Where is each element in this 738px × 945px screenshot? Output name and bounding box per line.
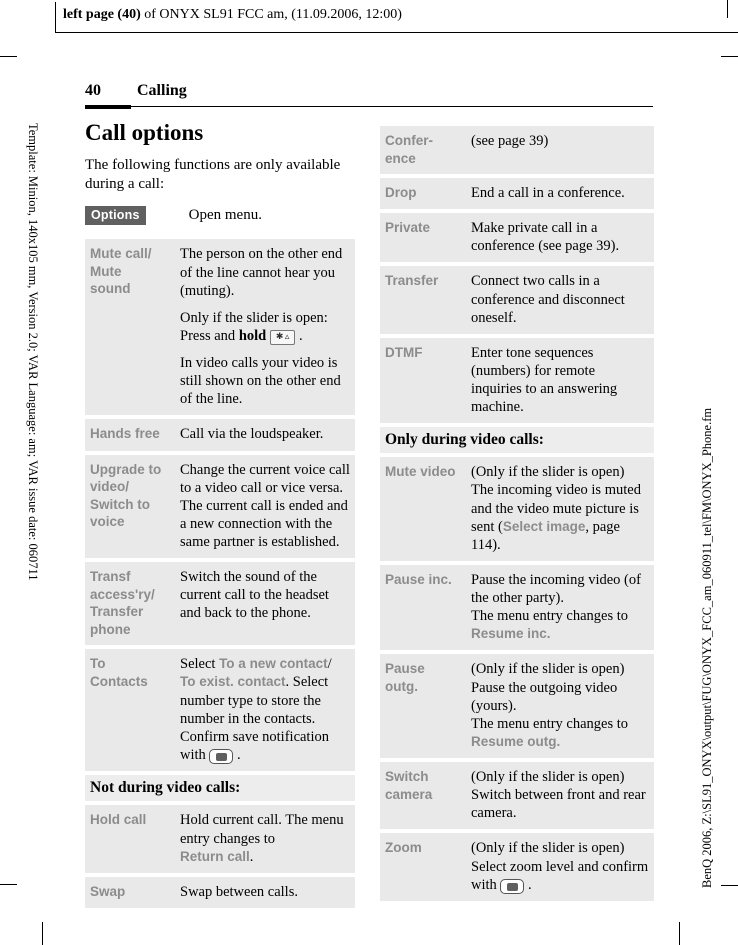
- table-row: Transf access'ry/ Transfer phone Switch t…: [85, 562, 355, 646]
- table-row: Mute video (Only if the slider is open) T…: [380, 457, 654, 561]
- softkey-action-text: Open menu.: [188, 207, 262, 224]
- softkey-instruction: Options Open menu.: [85, 206, 355, 226]
- menu-item-name: Resume inc.: [471, 626, 551, 642]
- table-row: Drop End a call in a conference.: [380, 178, 654, 210]
- table-row: Zoom (Only if the slider is open) Select …: [380, 833, 654, 902]
- row-description: Change the current voice call to a video…: [180, 461, 350, 551]
- row-label: Upgrade to video/ Switch to voice: [90, 461, 162, 530]
- table-row: Hands free Call via the loudspeaker.: [85, 419, 355, 451]
- row-description: Pause the incoming video (of the other p…: [471, 571, 641, 642]
- menu-item-name: Resume outg.: [471, 733, 561, 749]
- page-header: 40 Calling: [85, 82, 653, 110]
- row-label: To Contacts: [90, 656, 148, 689]
- row-description: Connect two calls in a conference and di…: [471, 273, 625, 326]
- options-softkey: Options: [85, 206, 146, 226]
- crop-mark-bottom-right-vertical: [679, 922, 680, 945]
- row-label: Switch camera: [385, 769, 433, 802]
- table-row: Mute call/ Mute sound The person on the o…: [85, 239, 355, 416]
- menu-item-name: Return call: [180, 848, 250, 864]
- row-description: (Only if the slider is open) The incomin…: [471, 464, 641, 553]
- table-row: Private Make private call in a conference…: [380, 213, 654, 263]
- row-label: Private: [385, 220, 431, 236]
- table-row: Swap Swap between calls.: [85, 876, 355, 908]
- row-label: DTMF: [385, 344, 423, 360]
- row-description: End a call in a conference.: [471, 185, 625, 202]
- row-label: Drop: [385, 185, 417, 201]
- crop-mark-left-horizontal: [0, 56, 17, 57]
- crop-mark-bottom-left-horizontal: [0, 884, 17, 885]
- crop-mark-right-horizontal: [721, 56, 738, 57]
- section-title: Call options: [85, 120, 204, 145]
- table-section-header: Only during video calls:: [380, 427, 654, 454]
- row-description: (Only if the slider is open) Switch betw…: [471, 769, 646, 822]
- table-row: Switch camera (Only if the slider is open…: [380, 762, 654, 830]
- table-row: Confer- ence (see page 39): [380, 126, 654, 175]
- sidebar-file-path: BenQ 2006, Z:\SL91_ONYX\output\FUG\ONYX_…: [700, 407, 714, 888]
- document-header-rule: [55, 32, 738, 33]
- row-label: Mute call/ Mute sound: [90, 246, 152, 297]
- star-key-icon: ✱ ▵: [269, 329, 296, 345]
- table-section-header: Not during video calls:: [85, 775, 355, 802]
- confirm-key-icon: [500, 879, 525, 895]
- row-description: Select To a new contact/To exist. contac…: [180, 656, 332, 765]
- left-column: Call options The following functions are…: [85, 120, 355, 912]
- row-description: Call via the loudspeaker.: [180, 426, 324, 443]
- table-row: Pause inc. Pause the incoming video (of t…: [380, 564, 654, 651]
- row-label: Mute video: [385, 464, 456, 480]
- menu-item-name: To a new contact: [219, 656, 328, 672]
- row-description: Enter tone sequences (numbers) for remot…: [471, 344, 618, 416]
- document-header: left page (40) of ONYX SL91 FCC am, (11.…: [55, 2, 723, 32]
- call-options-table-right: Confer- ence (see page 39) Drop End a call …: [380, 126, 654, 902]
- menu-item-name: To exist. contact: [180, 674, 286, 690]
- table-row: DTMF Enter tone sequences (numbers) for r…: [380, 337, 654, 424]
- row-description: Hold current call. The menu entry change…: [180, 812, 344, 865]
- menu-item-name: Select image: [502, 518, 586, 534]
- table-row: Upgrade to video/ Switch to voice Change …: [85, 454, 355, 559]
- row-label: Swap: [90, 883, 126, 899]
- crop-mark-bottom-left-vertical: [42, 922, 43, 945]
- row-label: Hands free: [90, 426, 160, 442]
- row-label: Zoom: [385, 840, 422, 856]
- intro-text: The following functions are only availab…: [85, 157, 341, 193]
- row-description: Switch the sound of the current call to …: [180, 569, 329, 622]
- row-description: Make private call in a conference (see p…: [471, 220, 620, 255]
- row-description: Swap between calls.: [180, 883, 298, 900]
- right-column: Confer- ence (see page 39) Drop End a call …: [380, 126, 654, 905]
- bold-text: hold: [238, 327, 267, 344]
- page-header-rule: [85, 105, 653, 110]
- document-header-bold: left page (40): [63, 7, 141, 22]
- confirm-key-icon: [209, 749, 234, 765]
- table-row: To Contacts Select To a new contact/To ex…: [85, 649, 355, 772]
- row-label: Confer- ence: [385, 133, 433, 166]
- crop-mark-top-right-vertical: [727, 0, 728, 18]
- table-row: Transfer Connect two calls in a conferenc…: [380, 266, 654, 334]
- chapter-title: Calling: [137, 82, 187, 99]
- call-options-table-left: Mute call/ Mute sound The person on the o…: [85, 239, 355, 908]
- row-description: (Only if the slider is open) Select zoom…: [471, 840, 649, 895]
- sidebar-template-info: Template: Minion, 140x105 mm, Version 2.…: [26, 123, 40, 581]
- row-description: The person on the other end of the line …: [180, 246, 343, 408]
- table-row: Hold call Hold current call. The menu ent…: [85, 805, 355, 873]
- crop-mark-bottom-right-horizontal: [721, 885, 738, 886]
- row-label: Transfer: [385, 273, 439, 289]
- row-label: Transf access'ry/ Transfer phone: [90, 569, 155, 637]
- row-description: (Only if the slider is open) Pause the o…: [471, 661, 629, 749]
- table-row: Pause outg. (Only if the slider is open) …: [380, 654, 654, 759]
- row-description: (see page 39): [471, 133, 549, 149]
- row-label: Hold call: [90, 812, 147, 828]
- page-number: 40: [85, 82, 101, 99]
- document-header-rest: of ONYX SL91 FCC am, (11.09.2006, 12:00): [140, 7, 402, 22]
- row-label: Pause inc.: [385, 571, 452, 587]
- row-label: Pause outg.: [385, 661, 425, 695]
